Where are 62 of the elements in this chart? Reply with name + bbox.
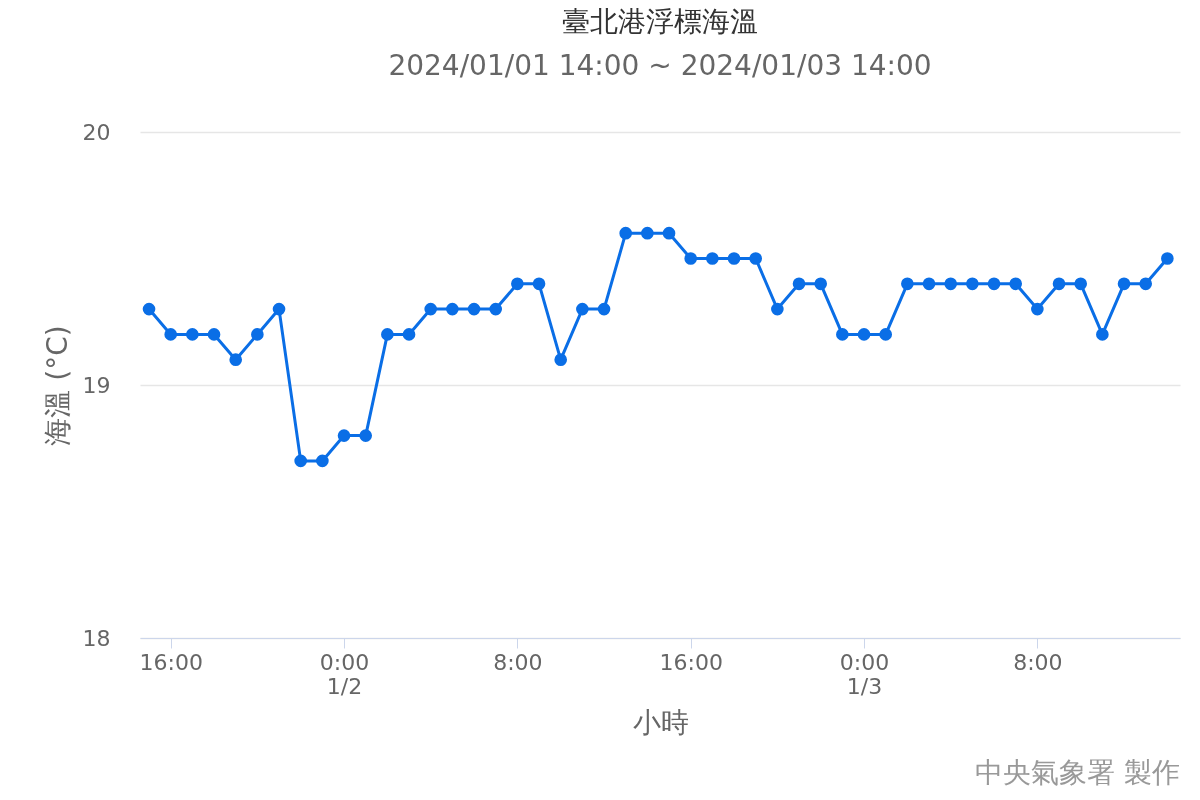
x-tick-label: 0:00 1/3 [839, 649, 890, 699]
point [467, 302, 481, 316]
point [337, 429, 351, 442]
point [749, 252, 763, 265]
x-tick-label: 16:00 [659, 649, 723, 675]
point [684, 252, 698, 265]
chart-subtitle: 2024/01/01 14:00 ~ 2024/01/03 14:00 [388, 49, 932, 82]
point [1161, 252, 1174, 265]
point [987, 277, 1001, 291]
y-tick-label: 18 [82, 625, 111, 651]
point [316, 454, 329, 468]
point [186, 328, 199, 341]
point [446, 302, 459, 316]
point [489, 302, 503, 316]
y-tick-label: 20 [82, 119, 111, 145]
point [1117, 277, 1131, 291]
point [1009, 277, 1023, 291]
point [706, 252, 719, 265]
point [251, 328, 264, 341]
point [944, 277, 958, 291]
x-tick-label: 0:00 1/2 [319, 649, 370, 699]
text: 中央氣象署 製作 [975, 755, 1180, 791]
point [294, 454, 308, 468]
point [164, 328, 178, 341]
point [554, 353, 568, 367]
point [792, 277, 806, 291]
point [359, 429, 373, 442]
point [662, 226, 676, 240]
x-tick-label: 8:00 [1013, 649, 1063, 675]
point [1096, 328, 1109, 341]
point [901, 277, 914, 291]
point [402, 328, 416, 341]
x-tick-label: 16:00 [139, 649, 203, 675]
point [1031, 302, 1044, 316]
point [142, 302, 156, 316]
point [814, 277, 828, 291]
point [424, 302, 438, 316]
point [1074, 277, 1088, 291]
point [1052, 277, 1066, 291]
point [619, 226, 633, 240]
point [207, 328, 221, 341]
point [272, 302, 286, 316]
point [229, 353, 243, 367]
point [576, 302, 589, 316]
point [727, 252, 741, 265]
chart-title: 臺北港浮標海溫 [562, 5, 758, 38]
point [836, 328, 849, 341]
y-axis-title: 海溫 (°C) [40, 325, 74, 446]
point [966, 277, 979, 291]
point [511, 277, 524, 291]
point [597, 302, 611, 316]
x-tick-label: 8:00 [493, 649, 543, 675]
point [922, 277, 936, 291]
point [532, 277, 546, 291]
point [641, 226, 654, 240]
point [771, 302, 784, 316]
point [879, 328, 893, 341]
point [857, 328, 871, 341]
point [1139, 277, 1153, 291]
y-tick-label: 19 [82, 372, 111, 398]
x-axis-title: 小時 [632, 705, 689, 739]
point [381, 328, 394, 341]
